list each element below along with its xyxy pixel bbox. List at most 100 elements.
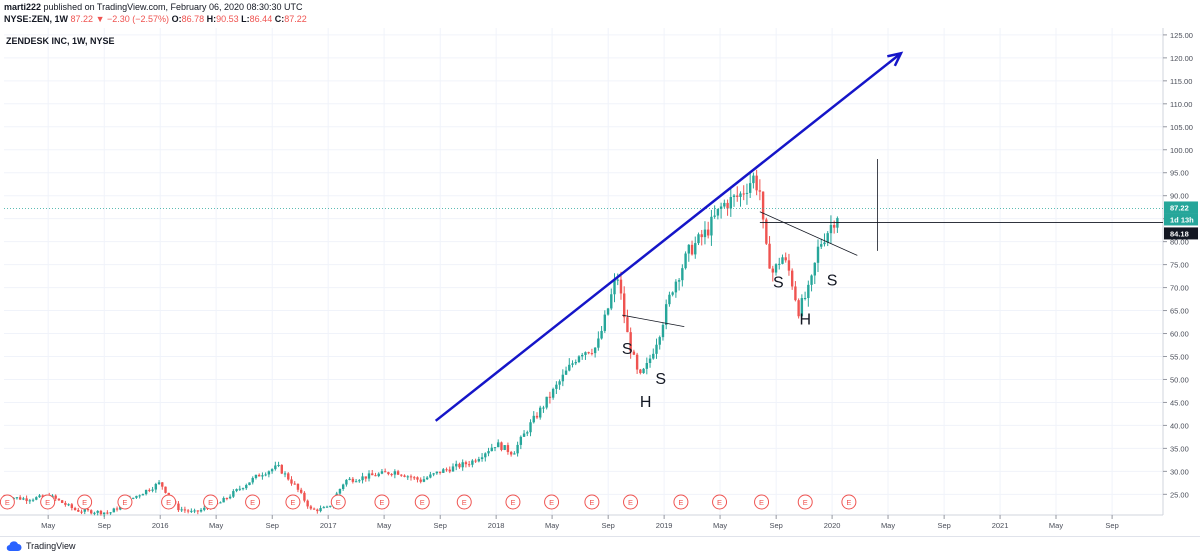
price-tick-label: 30.00	[1170, 467, 1189, 476]
earnings-marker-label: E	[166, 498, 171, 507]
candle-up	[228, 496, 232, 499]
candle-up	[823, 242, 826, 245]
candle-down	[115, 508, 119, 510]
earnings-marker-label: E	[82, 498, 87, 507]
candle-up	[358, 480, 361, 482]
candle-up	[264, 474, 267, 476]
candle-up	[235, 489, 238, 492]
candle-down	[448, 469, 451, 472]
time-tick-label: Sep	[1105, 521, 1118, 530]
last-price: 87.22	[70, 14, 94, 24]
time-tick-label: May	[881, 521, 895, 530]
tradingview-logo[interactable]: TradingView	[6, 540, 76, 552]
change-value: −2.30 (−2.57%)	[107, 14, 170, 24]
time-tick-label: May	[713, 521, 727, 530]
candle-up	[248, 482, 251, 486]
candle-up	[338, 489, 342, 494]
candle-down	[500, 442, 503, 450]
candle-down	[186, 510, 190, 512]
candle-down	[474, 460, 477, 462]
earnings-marker-label: E	[5, 498, 10, 507]
candle-up	[38, 495, 41, 498]
time-tick-label: 2018	[488, 521, 505, 530]
author-name[interactable]: marti222	[4, 2, 42, 12]
published-text: published on TradingView.com, February 0…	[43, 2, 303, 12]
pattern-label: H	[799, 311, 811, 328]
candle-up	[778, 263, 781, 265]
candle-up	[28, 500, 32, 502]
candle-up	[603, 314, 607, 331]
candle-down	[90, 510, 93, 514]
candle-up	[135, 495, 138, 498]
candle-down	[464, 462, 468, 465]
candle-up	[694, 243, 697, 255]
time-tick-label: May	[209, 521, 223, 530]
candle-down	[755, 175, 758, 191]
price-chart[interactable]: 125.00 120.00 115.00 110.00 105.00 100.00 95.0…	[0, 28, 1200, 536]
candle-up	[112, 508, 116, 513]
footer: TradingView	[0, 536, 1200, 556]
price-tick-label: 50.00	[1170, 375, 1189, 384]
candle-down	[99, 510, 103, 515]
candle-down	[629, 332, 632, 352]
earnings-marker	[505, 494, 521, 510]
candle-up	[477, 459, 481, 462]
countdown-tag-bg	[1164, 213, 1198, 226]
candle-up	[526, 432, 529, 434]
time-tick-label: 2016	[152, 521, 169, 530]
candle-up	[354, 481, 358, 483]
candle-down	[790, 270, 794, 287]
price-tick-label: 60.00	[1170, 330, 1189, 339]
candle-up	[645, 363, 649, 369]
candle-down	[784, 257, 787, 261]
time-tick-label: May	[1049, 521, 1063, 530]
earnings-marker-label: E	[462, 498, 467, 507]
candle-down	[306, 500, 309, 507]
earnings-marker-label: E	[549, 498, 554, 507]
earnings-marker	[623, 494, 639, 510]
candle-down	[257, 474, 261, 477]
candle-up	[422, 479, 426, 482]
candle-down	[416, 477, 419, 480]
price-tick-label: 80.00	[1170, 238, 1189, 247]
candle-up	[671, 292, 674, 295]
candle-up	[267, 471, 271, 475]
candle-down	[787, 260, 791, 271]
candle-up	[648, 358, 652, 364]
candle-down	[390, 474, 393, 476]
candle-up	[154, 483, 158, 490]
candle-up	[232, 491, 235, 497]
candle-down	[832, 225, 836, 228]
candle-up	[597, 338, 600, 348]
candle-up	[93, 512, 96, 514]
time-tick-label: 2021	[992, 521, 1009, 530]
low-label: L:	[241, 14, 250, 24]
candle-down	[364, 476, 367, 479]
candle-up	[810, 275, 813, 285]
candle-up	[522, 433, 526, 437]
earnings-marker	[754, 494, 770, 510]
candle-up	[826, 233, 829, 243]
candle-up	[542, 407, 545, 409]
candle-down	[177, 503, 180, 511]
open-label: O:	[171, 14, 182, 24]
candle-up	[716, 208, 720, 216]
time-tick-label: 2019	[656, 521, 673, 530]
tradingview-text: TradingView	[26, 541, 76, 551]
candle-up	[109, 512, 112, 514]
candle-down	[196, 510, 200, 512]
candle-up	[829, 225, 833, 234]
candle-down	[794, 286, 797, 301]
earnings-marker	[245, 494, 261, 510]
candle-down	[509, 452, 513, 455]
time-tick-label: Sep	[98, 521, 111, 530]
candle-down	[403, 475, 406, 477]
candle-up	[180, 509, 183, 511]
chart-area[interactable]: ZENDESK INC, 1W, NYSE 125.00 120.00 115.00…	[0, 28, 1200, 536]
price-tick-label: 45.00	[1170, 398, 1189, 407]
candle-up	[341, 484, 345, 490]
candle-up	[270, 469, 274, 472]
candle-up	[361, 476, 364, 481]
candle-down	[80, 511, 83, 513]
earnings-marker-label: E	[45, 498, 50, 507]
